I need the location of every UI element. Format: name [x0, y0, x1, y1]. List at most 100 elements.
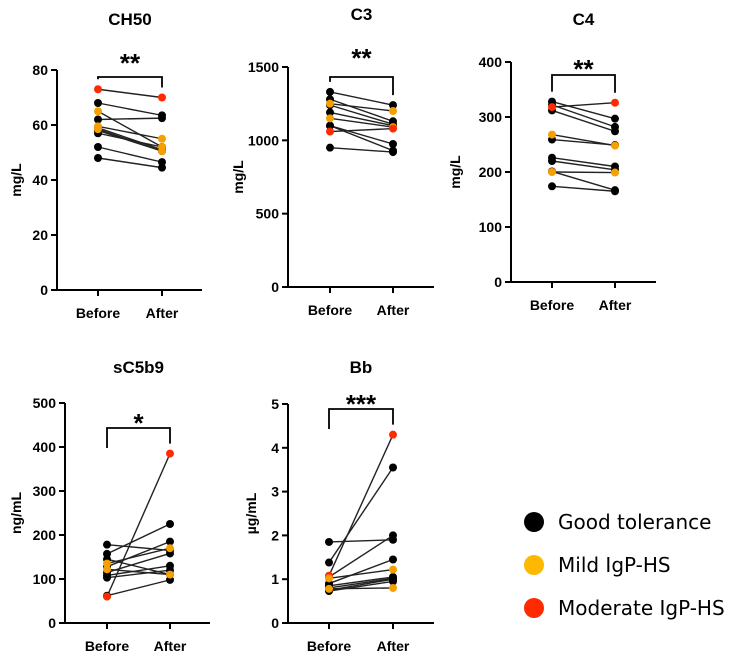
point-before-good [548, 182, 556, 191]
pair-line [551, 160, 616, 171]
y-tick-label: 500 [33, 395, 57, 411]
significance-bracket [328, 408, 394, 429]
point-before-mild [548, 130, 556, 139]
pair-line [328, 467, 394, 563]
point-after-mild [389, 565, 397, 574]
point-before-good [103, 573, 111, 582]
legend-item-good: Good tolerance [524, 510, 711, 534]
point-after-good [389, 140, 397, 148]
pair-line [328, 534, 394, 578]
point-after-mild [611, 141, 619, 150]
significance-label: ** [351, 43, 372, 73]
pair-line [328, 577, 394, 589]
y-tick-label: 2 [271, 527, 279, 543]
pair-line [329, 117, 394, 128]
pair-line [106, 547, 171, 565]
point-after-mild [389, 107, 397, 115]
pair-lines [329, 91, 394, 153]
point-before-good [103, 540, 111, 549]
y-tick-label: 0 [48, 615, 56, 631]
point-before-good [548, 157, 556, 165]
point-before-good [326, 143, 334, 152]
pair-line [551, 170, 616, 191]
chart-title: Bb [350, 358, 373, 377]
y-axis-label: mg/L [447, 155, 463, 189]
panel-ch50: CH50 mg/L 0 20 40 60 80 Before After ** [8, 10, 202, 321]
pair-line [329, 125, 394, 152]
point-after-good [611, 127, 619, 136]
y-tick-label: 400 [479, 54, 503, 70]
panel-c3: C3 mg/L 0 500 1000 1500 Before After ** [230, 5, 434, 318]
point-after-good [158, 158, 166, 167]
y-tick-label: 0 [271, 279, 279, 295]
significance-bracket [106, 427, 171, 448]
pair-line [329, 111, 394, 127]
point-after-good [611, 187, 619, 196]
y-tick-label: 0 [271, 615, 279, 631]
data-points [103, 449, 174, 601]
pair-line [106, 552, 171, 574]
point-after-good [158, 163, 166, 172]
point-before-mild [325, 584, 333, 593]
axes [56, 70, 202, 291]
significance-label: *** [346, 389, 377, 419]
chart-title: C3 [351, 5, 373, 24]
pair-line [551, 100, 616, 120]
chart-title: CH50 [108, 10, 151, 29]
pair-line [551, 102, 616, 108]
data-points [94, 85, 166, 172]
chart-title: sC5b9 [113, 358, 164, 377]
chart-title: C4 [573, 10, 595, 29]
point-after-good [389, 463, 397, 472]
y-tick-label: 100 [479, 219, 503, 235]
x-tick-label-after: After [377, 638, 410, 654]
significance-bracket [551, 74, 616, 93]
point-before-good [94, 143, 102, 151]
pair-line [97, 146, 163, 163]
pair-line [97, 117, 163, 121]
y-tick-label: 5 [271, 396, 279, 412]
pair-line [328, 587, 394, 590]
point-after-mild [166, 570, 174, 579]
legend-marker-moderate [524, 598, 544, 618]
point-before-good [94, 154, 102, 162]
y-tick-label: 3 [271, 484, 279, 500]
pair-line [328, 434, 394, 576]
point-before-good [326, 87, 334, 96]
pair-lines [551, 100, 616, 192]
point-before-good [94, 99, 102, 107]
pair-line [329, 104, 394, 125]
pair-line [329, 91, 394, 106]
y-tick-label: 300 [33, 483, 57, 499]
point-after-good [389, 531, 397, 540]
pair-line [106, 579, 171, 597]
pair-line [106, 540, 171, 568]
point-before-moderate [103, 592, 111, 601]
pair-line [329, 98, 394, 122]
pair-line [328, 576, 394, 587]
point-before-moderate [548, 103, 556, 112]
pair-line [329, 124, 394, 145]
y-tick-label: 400 [33, 439, 57, 455]
pair-line [106, 453, 171, 597]
point-before-mild [326, 114, 334, 123]
pair-line [328, 539, 394, 543]
x-tick-label-before: Before [308, 302, 353, 318]
significance-label: ** [120, 48, 141, 78]
y-tick-label: 40 [32, 172, 48, 188]
y-tick-label: 500 [256, 206, 280, 222]
point-after-mild [166, 544, 174, 553]
y-tick-label: 1000 [248, 132, 279, 148]
point-before-mild [326, 99, 334, 108]
pair-line [551, 104, 616, 128]
point-after-good [611, 114, 619, 123]
point-before-mild [103, 559, 111, 568]
data-points [548, 97, 619, 196]
point-after-mild [389, 583, 397, 592]
point-before-good [325, 537, 333, 546]
pair-line [97, 102, 163, 117]
point-after-good [158, 114, 166, 123]
point-after-good [166, 520, 174, 528]
pair-lines [97, 88, 163, 169]
x-tick-label-before: Before [307, 638, 352, 654]
